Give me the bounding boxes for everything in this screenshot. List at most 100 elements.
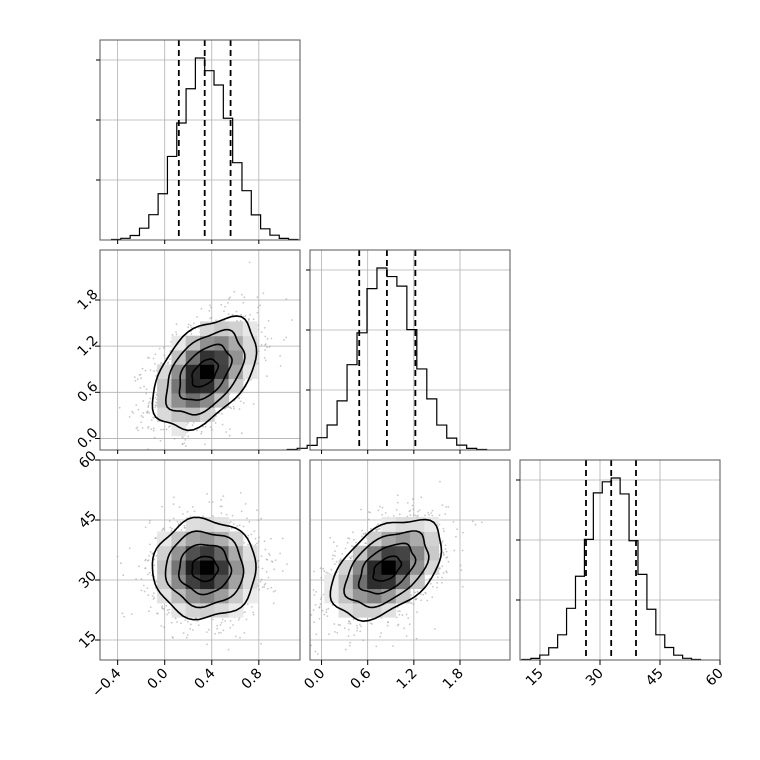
panel-2-0-point (172, 503, 175, 505)
panel-1-0-density-cell (228, 335, 244, 351)
panel-2-1-point (405, 635, 408, 637)
panel-2-0-point (216, 627, 219, 630)
panel-2-0-point (143, 590, 146, 593)
panel-1-0-point (132, 412, 135, 414)
panel-2-1-point (461, 585, 464, 588)
panel-1-0-point (171, 333, 174, 336)
panel-2-0-point (144, 558, 147, 561)
panel-2-0-density-cell (214, 574, 230, 590)
panel-1-0-point (152, 357, 155, 360)
panel-1-0-point (145, 411, 148, 414)
panel-1-0-point (211, 428, 214, 431)
panel-2-0-point (142, 584, 145, 587)
panel-2-0-density-cell (185, 602, 201, 618)
panel-2-1-point (420, 496, 423, 499)
panel-2-1-point (432, 585, 434, 588)
panel-1-0-point (264, 359, 267, 362)
panel-2-1-point (474, 523, 477, 526)
hist-frame-2 (519, 459, 721, 661)
panel-2-0-point (148, 610, 150, 613)
panel-2-1-point (330, 568, 333, 571)
panel-1-0-point (193, 322, 195, 325)
panel-1-0-density-cell (157, 407, 172, 422)
panel-2-1-point (412, 603, 415, 605)
panel-2-1-point (333, 623, 336, 625)
panel-2-0-density-cell (200, 531, 215, 547)
panel-2-0-point (239, 492, 242, 494)
panel-2-1-density-cell (395, 517, 411, 532)
panel-2-0-point (187, 620, 189, 623)
panel-1-0-point (227, 302, 229, 304)
panel-2-1-point (328, 633, 330, 636)
panel-2-1-point (460, 569, 463, 572)
panel-1-0-point (147, 402, 150, 405)
panel-2-1-point (403, 627, 406, 630)
xtick-label-0-1: 0.0 (144, 666, 171, 693)
panel-2-1-point (427, 511, 429, 514)
xtick-label-1-2: 1.2 (394, 666, 421, 693)
panel-2-1-density-cell (352, 588, 368, 604)
panel-2-1-point (445, 570, 447, 573)
panel-2-1-point (441, 540, 444, 542)
panel-2-0-point (156, 612, 159, 615)
panel-2-0-point (257, 566, 260, 569)
panel-1-0-point (185, 445, 187, 447)
panel-1-0-point (215, 319, 217, 322)
panel-2-1-point (419, 593, 422, 595)
panel-2-1-point (392, 645, 394, 647)
panel-2-0-point (229, 619, 232, 622)
panel-1-0-point (154, 396, 157, 399)
panel-1-0-point (260, 344, 263, 346)
panel-1-0-density-cell (157, 378, 172, 394)
panel-1-0-point (94, 413, 96, 415)
panel-2-1-point (428, 513, 430, 516)
panel-2-1-point (325, 571, 328, 574)
panel-1-0-point (190, 326, 193, 329)
panel-2-1-point (318, 617, 321, 620)
panel-1-0-contour-0 (191, 358, 220, 388)
panel-1-0-point (136, 378, 139, 380)
panel-2-0-point (269, 554, 271, 557)
panel-2-1-point (361, 529, 363, 532)
panel-2-0-point (171, 636, 174, 638)
panel-1-0-point (242, 315, 245, 318)
panel-2-1-point (411, 498, 414, 500)
panel-1-0-point (141, 427, 144, 429)
panel-1-0-point (140, 421, 143, 423)
panel-1-0-point (154, 363, 156, 365)
panel-2-0-point (152, 598, 155, 600)
panel-2-1-point (397, 610, 399, 613)
panel-1-0-point (148, 401, 151, 403)
panel-1-0-point (209, 426, 212, 429)
panel-2-1-point (369, 622, 372, 624)
panel-2-0-point (152, 592, 155, 595)
panel-2-0-point (263, 540, 266, 543)
panel-2-0-point (206, 493, 209, 495)
panel-2-1-point (414, 514, 417, 517)
panel-2-1-point (414, 591, 416, 594)
panel-2-1-point (369, 511, 372, 514)
panel-2-1-point (319, 567, 322, 570)
panel-2-0-point (259, 580, 262, 583)
panel-2-0-point (161, 607, 164, 610)
panel-2-0-point (260, 517, 263, 520)
panel-2-1-point (381, 514, 384, 516)
panel-2-0-point (264, 548, 267, 551)
panel-1-0-point (145, 392, 148, 395)
panel-2-1-point (462, 531, 464, 534)
panel-1-0-point (285, 336, 288, 339)
panel-2-0-point (218, 631, 220, 634)
panel-2-1-point (408, 510, 411, 513)
panel-2-1-point (437, 576, 439, 579)
panel-1-0-point (187, 326, 190, 329)
panel-2-1-point (337, 623, 340, 626)
panel-2-1-point (455, 535, 457, 538)
panel-2-1-point (412, 508, 415, 511)
panel-2-0-point (260, 642, 262, 645)
panel-1-0-point (214, 411, 217, 414)
panel-2-1-density-cell (381, 517, 397, 532)
panel-1-0-point (256, 311, 259, 314)
panel-2-1-point (356, 629, 358, 632)
panel-2-1-point (329, 537, 331, 539)
